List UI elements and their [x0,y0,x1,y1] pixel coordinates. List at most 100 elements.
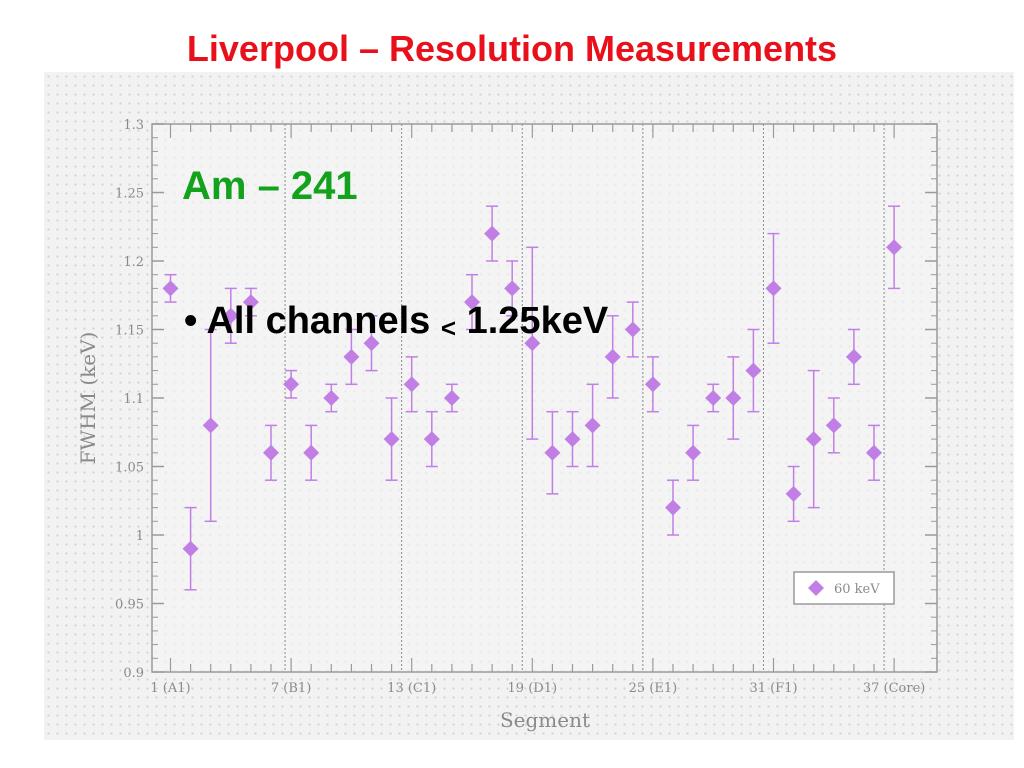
data-point [343,328,360,386]
diamond-marker [685,444,702,461]
diamond-marker [242,294,259,311]
data-point [323,383,340,413]
legend: 60 keV [793,571,895,605]
data-point [303,424,320,481]
data-point [524,246,541,440]
diamond-marker [363,335,380,352]
diamond-marker [825,417,842,434]
diamond-marker [845,348,862,365]
diamond-marker [745,362,762,379]
diamond-marker [202,417,219,434]
data-point [705,383,722,413]
diamond-marker [303,444,320,461]
data-point [624,301,641,358]
data-point [182,506,199,591]
legend-label: 60 keV [834,582,880,597]
diamond-marker [765,280,782,297]
diamond-marker [263,444,279,461]
x-tick-label: 37 (Core) [863,681,926,696]
diamond-marker [383,431,400,448]
diamond-marker [785,485,802,502]
y-tick-label: 1.1 [123,392,144,407]
data-point [886,205,903,290]
summary-bullet: • All channels < 1.25keV [184,300,608,343]
x-tick-label: 13 (C1) [387,681,436,696]
data-point [242,287,259,317]
diamond-marker [403,376,420,393]
diamond-marker [423,431,440,448]
data-point [363,315,380,372]
diamond-marker [443,390,460,406]
diamond-marker [182,540,199,557]
data-point [484,205,501,262]
bullet-prefix: • All channels [184,300,441,342]
data-point [825,397,842,454]
data-point [644,356,661,413]
less-than-symbol: < [440,313,457,343]
diamond-marker [725,390,742,406]
diamond-marker [705,390,722,406]
data-point [383,397,400,481]
diamond-marker [564,431,581,448]
y-tick-label: 0.95 [115,598,144,613]
diamond-marker [584,417,601,434]
diamond-marker [323,390,340,406]
data-point [443,383,460,413]
data-point [604,315,621,399]
diamond-marker [544,444,561,461]
x-tick-label: 31 (F1) [749,681,797,696]
data-point [745,328,762,413]
data-point [263,424,279,481]
y-tick-label: 1.2 [123,255,144,270]
data-point [504,260,521,317]
data-point [785,465,802,523]
data-point [845,328,862,386]
diamond-marker [222,307,239,324]
data-point [685,424,702,481]
data-point [725,356,742,440]
y-tick-label: 1.15 [115,324,144,339]
diamond-marker [644,376,661,393]
y-tick-label: 1 [136,529,144,544]
y-tick-label: 0.9 [123,666,144,681]
data-point [805,369,822,509]
diamond-marker [604,348,621,365]
data-point [403,356,420,413]
page-title: Liverpool – Resolution Measurements [186,28,838,69]
y-tick-label: 1.3 [123,118,144,133]
x-tick-label: 7 (B1) [271,681,311,696]
y-tick-label: 1.25 [115,187,144,202]
bullet-suffix: 1.25keV [456,300,609,342]
data-point [423,410,440,468]
data-point [765,232,782,344]
data-point [584,383,601,468]
data-point [222,287,239,344]
data-point [544,410,561,495]
data-point [665,479,681,536]
data-point [162,273,179,303]
isotope-heading: Am – 241 [182,164,358,208]
y-axis-label: FWHM (keV) [76,332,100,465]
diamond-marker [504,280,521,297]
x-tick-label: 1 (A1) [150,681,190,696]
diamond-marker [665,499,681,516]
diamond-marker [805,431,822,448]
diamond-marker [866,444,882,461]
diamond-marker [484,225,501,242]
diamond-marker [162,280,179,297]
diamond-marker [464,294,480,311]
x-tick-label: 19 (D1) [508,681,558,696]
diamond-marker [886,239,903,256]
x-tick-label: 25 (E1) [629,681,678,696]
legend-marker [808,580,824,596]
y-tick-label: 1.05 [115,461,144,476]
x-axis-label: Segment [500,708,590,732]
data-point [866,424,882,481]
diamond-marker [283,376,300,393]
diamond-marker [343,348,360,365]
data-point [564,410,581,468]
diamond-marker [624,321,641,338]
data-point [464,273,480,331]
data-point [202,328,219,523]
